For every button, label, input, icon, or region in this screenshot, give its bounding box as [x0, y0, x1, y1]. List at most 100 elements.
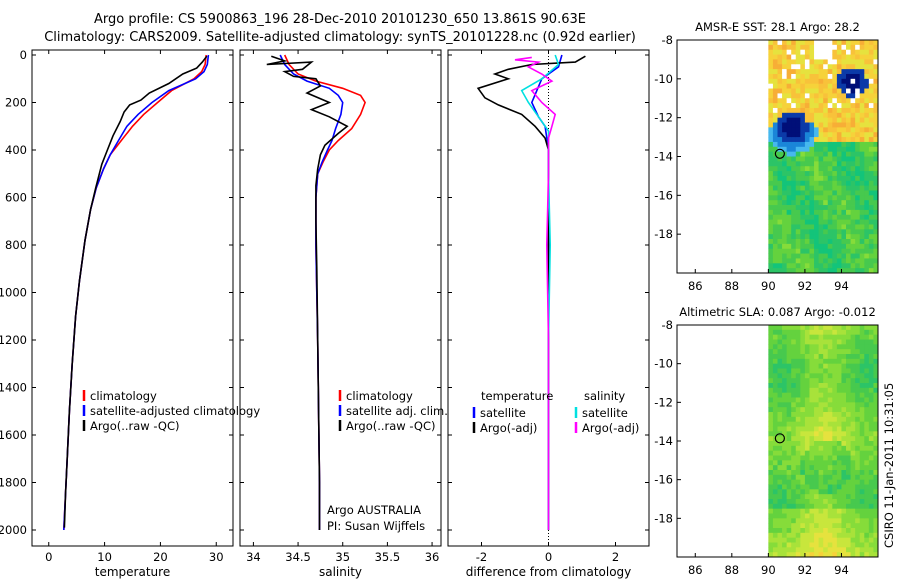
heatmap-cell	[859, 151, 865, 157]
heatmap-cell	[823, 412, 829, 418]
heatmap-cell	[791, 431, 797, 437]
heatmap-cell	[795, 219, 801, 225]
heatmap-cell	[850, 513, 856, 519]
heatmap-cell	[841, 470, 847, 476]
heatmap-cell	[864, 363, 870, 369]
heatmap-cell	[873, 44, 879, 51]
heatmap-cell	[868, 248, 874, 254]
heatmap-cell	[846, 205, 851, 211]
heatmap-cell	[768, 239, 774, 245]
heatmap-cell	[786, 537, 792, 543]
heatmap-cell	[846, 383, 851, 389]
heatmap-cell	[791, 209, 797, 216]
heatmap-cell	[795, 354, 801, 360]
heatmap-cell	[772, 44, 778, 51]
heatmap-cell	[809, 373, 815, 379]
heatmap-cell	[800, 358, 806, 365]
heatmap-cell	[850, 537, 856, 543]
heatmap-cell	[836, 171, 842, 177]
heatmap-cell	[791, 416, 797, 423]
heatmap-cell	[791, 107, 797, 114]
heatmap-cell	[777, 528, 783, 534]
heatmap-cell	[772, 426, 778, 432]
heatmap-cell	[836, 209, 842, 216]
heatmap-cell	[864, 339, 870, 345]
heatmap-cell	[841, 455, 847, 461]
heatmap-cell	[809, 258, 815, 264]
heatmap-cell	[814, 450, 820, 456]
heatmap-cell	[777, 200, 783, 206]
heatmap-cell	[841, 441, 847, 447]
legend-header-temperature: temperature	[481, 389, 553, 403]
heatmap-cell	[855, 200, 861, 206]
heatmap-cell	[782, 484, 788, 490]
heatmap-cell	[859, 93, 865, 99]
heatmap-cell	[873, 412, 879, 418]
heatmap-cell	[855, 180, 861, 187]
heatmap-cell	[873, 552, 879, 558]
heatmap-cell	[786, 484, 792, 490]
heatmap-cell	[814, 64, 820, 70]
heatmap-cell	[772, 508, 778, 514]
heatmap-cell	[855, 146, 861, 153]
heatmap-cell	[809, 542, 815, 548]
heatmap-cell	[855, 358, 861, 365]
heatmap-cell	[772, 248, 778, 254]
heatmap-cell	[791, 132, 797, 138]
heatmap-cells	[768, 325, 879, 558]
heatmap-cell	[804, 441, 810, 447]
heatmap-cell	[791, 513, 797, 519]
heatmap-cell	[850, 450, 856, 456]
heatmap-cell	[859, 137, 865, 143]
heatmap-cell	[818, 421, 824, 427]
heatmap-cell	[782, 263, 788, 269]
heatmap-cell	[782, 214, 788, 220]
heatmap-cell	[841, 378, 847, 384]
heatmap-cell	[804, 445, 810, 452]
heatmap-cell	[818, 431, 824, 437]
heatmap-cell	[809, 416, 815, 423]
heatmap-cell	[846, 239, 851, 245]
heatmap-cell	[814, 69, 820, 75]
heatmap-cell	[777, 552, 783, 558]
heatmap-cell	[814, 239, 820, 245]
heatmap-cell	[809, 518, 815, 524]
heatmap-cell	[782, 98, 788, 104]
heatmap-cell	[827, 69, 833, 75]
heatmap-cell	[777, 513, 783, 519]
heatmap-cell	[864, 166, 870, 172]
heatmap-cell	[809, 547, 815, 553]
heatmap-cell	[864, 141, 870, 148]
heatmap-cell	[832, 224, 838, 230]
heatmap-cell	[873, 185, 879, 191]
heatmap-cell	[832, 175, 838, 182]
legend-label: satellite	[582, 406, 628, 420]
heatmap-cell	[832, 431, 838, 437]
heatmap-cell	[868, 200, 874, 206]
heatmap-cell	[809, 112, 815, 119]
heatmap-cell	[804, 64, 810, 70]
heatmap-cell	[859, 88, 865, 94]
heatmap-cell	[804, 537, 810, 543]
heatmap-cell	[868, 117, 874, 123]
heatmap-cell	[791, 137, 797, 143]
heatmap-cell	[786, 117, 792, 123]
heatmap-cell	[814, 151, 820, 157]
heatmap-cell	[855, 59, 861, 65]
heatmap-cell	[777, 474, 783, 481]
heatmap-cell	[823, 460, 829, 466]
heatmap-cell	[841, 402, 847, 408]
heatmap-cell	[777, 397, 783, 403]
heatmap-cell	[841, 363, 847, 369]
heatmap-cell	[873, 205, 879, 211]
heatmap-cell	[814, 431, 820, 437]
heatmap-cell	[846, 83, 851, 89]
heatmap-cell	[768, 508, 774, 514]
heatmap-cell	[836, 436, 842, 442]
heatmap-cell	[795, 508, 801, 514]
heatmap-cell	[836, 508, 842, 514]
heatmap-cell	[809, 368, 815, 374]
heatmap-cell	[809, 383, 815, 389]
heatmap-cell	[786, 325, 792, 331]
